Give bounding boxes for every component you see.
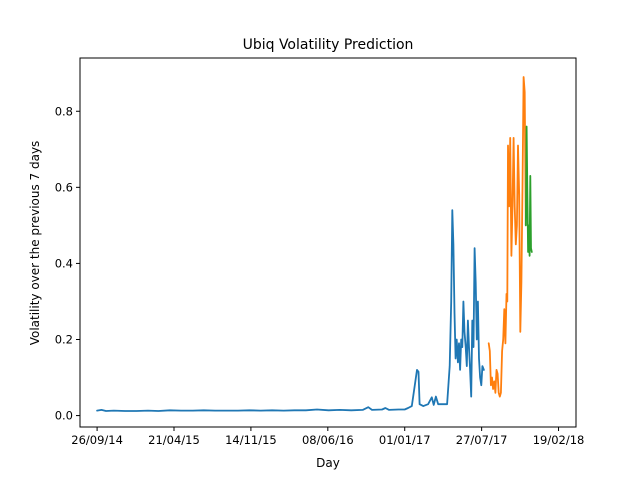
y-tick-label-5: 0.8 bbox=[55, 104, 73, 118]
x-tick-label-1: 26/09/14 bbox=[71, 433, 123, 447]
x-tick-label-6: 27/07/17 bbox=[456, 433, 508, 447]
x-tick-label-4: 08/06/16 bbox=[302, 433, 354, 447]
x-tick-label-5: 01/01/17 bbox=[379, 433, 431, 447]
plot-lines bbox=[96, 76, 533, 412]
y-axis-label: Volatility over the previous 7 days bbox=[28, 141, 42, 346]
y-tick-label-1: 0.0 bbox=[55, 409, 73, 423]
x-tick-label-7: 19/02/18 bbox=[533, 433, 585, 447]
x-tick-label-3: 14/11/15 bbox=[225, 433, 277, 447]
y-axis: 0.0 0.2 0.4 0.6 0.8 bbox=[55, 104, 80, 423]
x-axis-label: Day bbox=[316, 456, 340, 470]
series-line-3 bbox=[524, 125, 533, 257]
y-tick-label-2: 0.2 bbox=[55, 333, 73, 347]
y-tick-label-4: 0.6 bbox=[55, 180, 73, 194]
chart-title: Ubiq Volatility Prediction bbox=[243, 37, 414, 53]
x-tick-label-2: 21/04/15 bbox=[148, 433, 200, 447]
x-axis: 26/09/14 21/04/15 14/11/15 08/06/16 01/01/17… bbox=[71, 427, 584, 447]
y-tick-label-3: 0.4 bbox=[55, 256, 73, 270]
series-line-2 bbox=[487, 76, 527, 398]
series-line-1 bbox=[96, 209, 485, 412]
